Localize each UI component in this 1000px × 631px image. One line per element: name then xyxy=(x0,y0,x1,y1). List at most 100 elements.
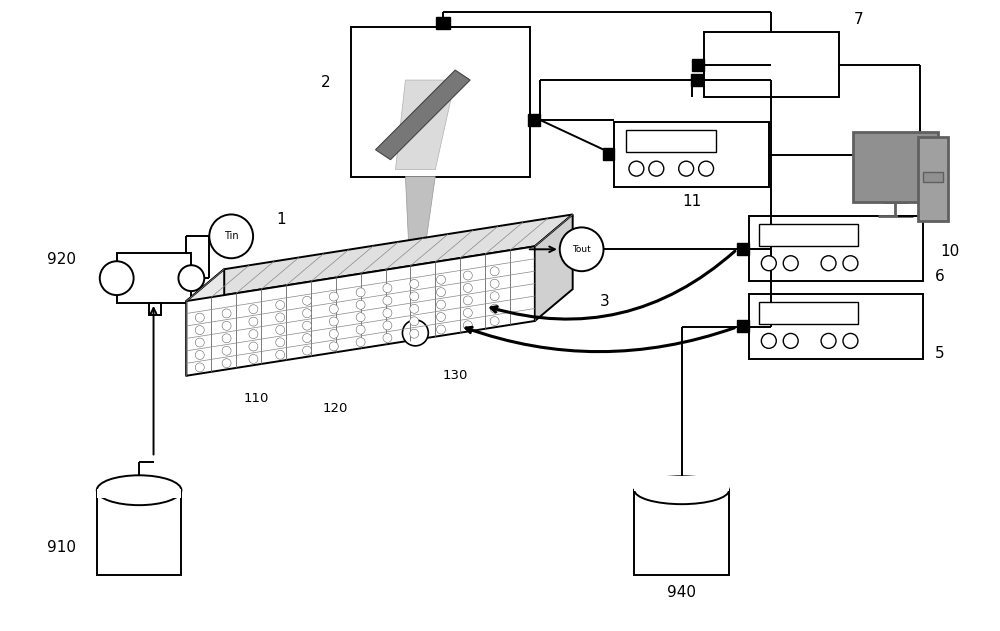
Circle shape xyxy=(402,320,428,346)
Circle shape xyxy=(276,338,285,347)
Bar xyxy=(634,490,729,575)
Circle shape xyxy=(383,333,392,343)
Circle shape xyxy=(195,326,204,334)
Circle shape xyxy=(195,313,204,322)
Circle shape xyxy=(410,304,419,314)
Text: 3: 3 xyxy=(600,293,609,309)
Circle shape xyxy=(195,350,204,360)
Circle shape xyxy=(249,317,258,326)
Circle shape xyxy=(195,338,204,347)
Circle shape xyxy=(437,300,446,309)
Circle shape xyxy=(222,358,231,368)
Circle shape xyxy=(629,161,644,176)
Text: 940: 940 xyxy=(667,586,696,600)
Bar xyxy=(923,172,943,182)
Polygon shape xyxy=(405,177,435,281)
Circle shape xyxy=(463,296,472,305)
Text: 5: 5 xyxy=(935,346,945,362)
Bar xyxy=(737,321,749,333)
Bar xyxy=(749,216,923,281)
Circle shape xyxy=(303,321,311,330)
Bar xyxy=(528,114,540,126)
Circle shape xyxy=(410,280,419,288)
Circle shape xyxy=(410,329,419,338)
Polygon shape xyxy=(186,215,573,301)
Bar xyxy=(691,74,703,86)
Circle shape xyxy=(437,288,446,297)
Circle shape xyxy=(821,256,836,271)
Bar xyxy=(614,122,769,187)
Circle shape xyxy=(303,297,311,305)
Bar xyxy=(737,243,749,255)
Circle shape xyxy=(249,305,258,314)
Bar xyxy=(918,137,948,221)
Bar xyxy=(634,476,729,491)
Text: 10: 10 xyxy=(940,244,959,259)
Circle shape xyxy=(843,256,858,271)
Circle shape xyxy=(463,309,472,317)
Circle shape xyxy=(329,317,338,326)
Circle shape xyxy=(783,256,798,271)
Circle shape xyxy=(329,342,338,351)
Circle shape xyxy=(463,271,472,280)
Bar xyxy=(749,294,923,359)
Circle shape xyxy=(276,313,285,322)
Text: 130: 130 xyxy=(443,369,468,382)
Circle shape xyxy=(437,325,446,334)
Circle shape xyxy=(329,305,338,314)
Text: 7: 7 xyxy=(853,12,863,27)
Text: 11: 11 xyxy=(682,194,701,209)
Circle shape xyxy=(329,292,338,301)
Text: 120: 120 xyxy=(323,402,348,415)
Bar xyxy=(97,489,181,498)
Circle shape xyxy=(356,313,365,322)
Bar xyxy=(351,27,530,177)
Circle shape xyxy=(222,334,231,343)
Bar xyxy=(626,130,716,151)
Circle shape xyxy=(490,304,499,313)
Polygon shape xyxy=(535,215,573,321)
Circle shape xyxy=(490,317,499,326)
Circle shape xyxy=(490,292,499,300)
Circle shape xyxy=(209,215,253,258)
Circle shape xyxy=(276,300,285,309)
Circle shape xyxy=(821,333,836,348)
Circle shape xyxy=(276,326,285,334)
Circle shape xyxy=(679,161,694,176)
Circle shape xyxy=(356,288,365,297)
Circle shape xyxy=(783,333,798,348)
Circle shape xyxy=(437,312,446,322)
Circle shape xyxy=(303,309,311,317)
Text: 910: 910 xyxy=(47,541,76,555)
Text: 920: 920 xyxy=(47,252,76,267)
Bar xyxy=(692,59,704,71)
Circle shape xyxy=(356,338,365,346)
Circle shape xyxy=(195,363,204,372)
Circle shape xyxy=(222,309,231,318)
Circle shape xyxy=(100,261,134,295)
Circle shape xyxy=(222,346,231,355)
Ellipse shape xyxy=(634,476,729,504)
Bar xyxy=(149,303,161,315)
Text: 6: 6 xyxy=(935,269,945,284)
Polygon shape xyxy=(395,80,455,170)
Circle shape xyxy=(383,321,392,330)
Circle shape xyxy=(490,267,499,276)
Ellipse shape xyxy=(97,475,181,505)
Circle shape xyxy=(249,355,258,363)
Circle shape xyxy=(560,227,604,271)
Circle shape xyxy=(383,284,392,293)
Circle shape xyxy=(276,350,285,359)
Bar xyxy=(97,490,181,575)
Bar xyxy=(436,17,450,29)
Circle shape xyxy=(699,161,714,176)
Circle shape xyxy=(303,334,311,343)
Circle shape xyxy=(463,321,472,330)
Bar xyxy=(759,225,858,246)
Circle shape xyxy=(410,317,419,326)
Polygon shape xyxy=(186,246,535,375)
Circle shape xyxy=(761,333,776,348)
Circle shape xyxy=(249,342,258,351)
Circle shape xyxy=(761,256,776,271)
Circle shape xyxy=(649,161,664,176)
